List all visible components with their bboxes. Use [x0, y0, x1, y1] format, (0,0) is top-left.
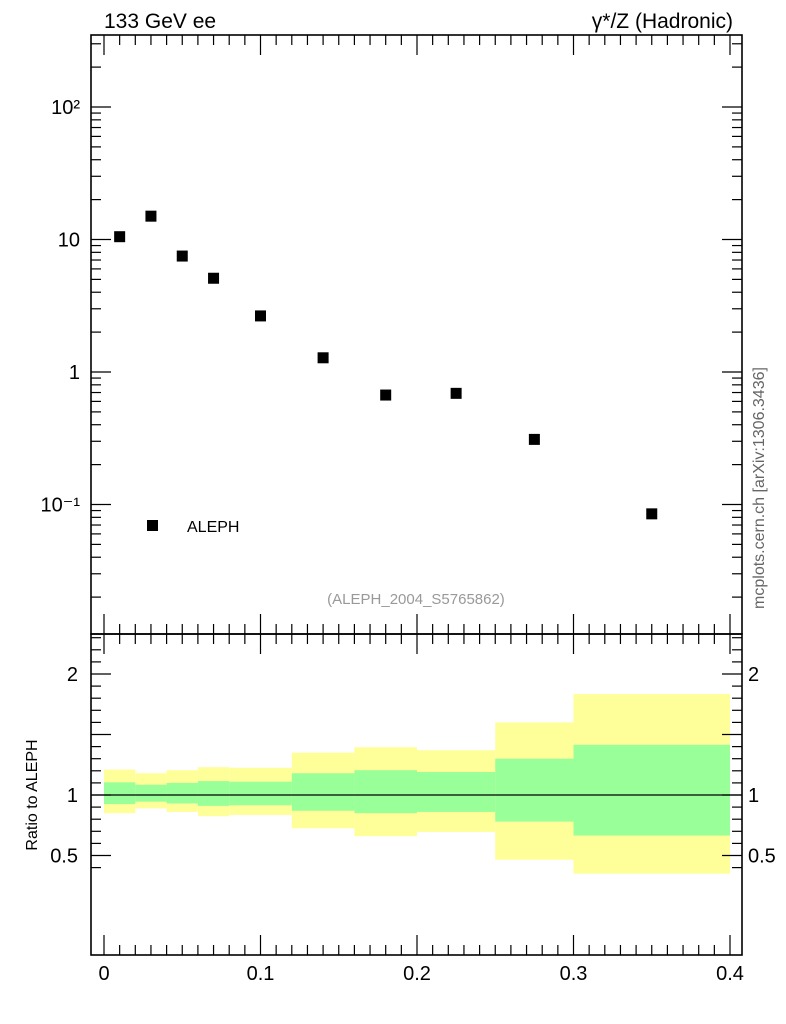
ratio-y-tick-label-right: 2 — [748, 664, 759, 686]
main-frame — [90, 34, 743, 635]
x-tick-label: 0.1 — [247, 963, 275, 985]
x-tick-labels: 0 0.1 0.2 0.3 0.4 — [98, 963, 743, 985]
ratio-y-axis-label: Ratio to ALEPH — [24, 739, 41, 850]
data-point — [114, 231, 126, 243]
chart-right-title: γ*/Z (Hadronic) — [592, 10, 733, 33]
chart-left-title: 133 GeV ee — [104, 10, 216, 33]
side-reference-label: mcplots.cern.ch [arXiv:1306.3436] — [751, 367, 768, 609]
data-point — [317, 352, 329, 364]
ratio-y-tick-labels: 0.5 0.5 1 1 2 2 — [50, 664, 776, 868]
stat-band-bin — [417, 772, 496, 812]
x-tick-label: 0 — [98, 963, 109, 985]
data-point — [255, 310, 266, 322]
x-tick-label: 0.4 — [716, 963, 744, 985]
legend: ALEPH — [147, 519, 239, 536]
y-tick-label: 1 — [69, 362, 80, 384]
data-point — [145, 210, 157, 222]
y-tick-label: 10² — [51, 97, 80, 119]
stat-band-bin — [291, 773, 355, 811]
legend-marker — [147, 520, 158, 531]
stat-band-bin — [495, 758, 574, 822]
main-y-tick-labels: 10⁻¹ 1 10 10² — [41, 97, 81, 517]
stat-band-bin — [104, 782, 136, 805]
stat-band-bin — [197, 781, 230, 806]
ratio-y-tick-label-right: 1 — [748, 785, 759, 807]
x-tick-label: 0.2 — [403, 963, 431, 985]
main-panel: 10⁻¹ 1 10 10² (ALEPH_2004_S5765862) ALEPH — [41, 34, 743, 635]
data-point — [208, 272, 220, 284]
ratio-y-tick-label-right: 0.5 — [748, 846, 776, 868]
ratio-panel: 0.5 0.5 1 1 2 2 0 0.1 0.2 0.3 0.4 Ratio to ALEPH — [24, 633, 776, 985]
stat-band-bin — [573, 744, 730, 836]
stat-band-bin — [166, 782, 198, 804]
ratio-y-tick-label: 2 — [67, 664, 78, 686]
ratio-y-tick-label: 0.5 — [50, 846, 78, 868]
stat-band-bin — [229, 781, 292, 806]
data-point — [380, 389, 392, 401]
main-axis-ticks — [91, 35, 742, 634]
stat-band-bin — [354, 770, 417, 814]
y-tick-label: 10 — [58, 230, 80, 252]
data-point — [528, 433, 540, 445]
ratio-y-tick-label: 1 — [67, 785, 78, 807]
data-point — [646, 508, 658, 520]
ratio-axis-ticks — [91, 634, 742, 955]
y-tick-label: 10⁻¹ — [41, 495, 81, 517]
analysis-watermark: (ALEPH_2004_S5765862) — [327, 591, 505, 608]
data-point — [176, 250, 188, 262]
stat-band-bin — [135, 784, 167, 802]
legend-label: ALEPH — [187, 519, 239, 536]
aleph-data-points — [114, 210, 658, 520]
x-tick-label: 0.3 — [560, 963, 588, 985]
data-point — [450, 387, 462, 399]
uncertainty-bands — [104, 693, 730, 874]
ratio-frame — [90, 633, 743, 956]
